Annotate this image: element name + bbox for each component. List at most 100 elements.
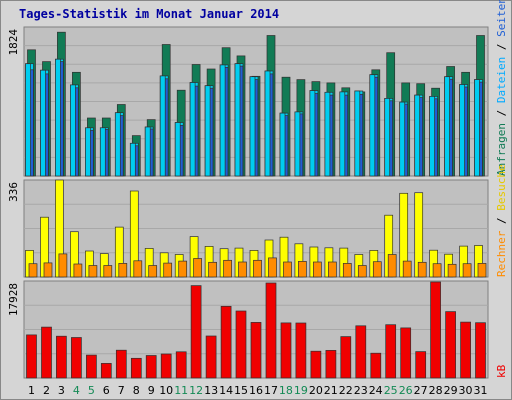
panel-2: 336 Rechner / Besuche	[7, 164, 508, 278]
bar-kb	[71, 337, 82, 379]
bar-rechner	[357, 265, 367, 278]
bar-kb	[175, 351, 187, 379]
x-tick-label: 6	[103, 384, 110, 397]
bar-rechner	[477, 263, 487, 278]
bar-rechner	[193, 258, 202, 278]
bar-kb	[115, 349, 127, 379]
legend-part: /	[495, 211, 508, 231]
x-tick-label: 28	[429, 384, 443, 397]
chart-panels: 1824 Anfragen / Dateien / Seiten 336 Rechne…	[7, 0, 508, 379]
bar-rechner	[58, 253, 68, 278]
bar-kb	[235, 310, 247, 379]
bar-rechner	[208, 261, 217, 278]
x-tick-label: 25	[384, 384, 398, 397]
bar-kb	[340, 336, 352, 379]
y-max-label: 1824	[7, 29, 20, 56]
x-tick-label: 19	[294, 384, 308, 397]
x-tick-label: 16	[249, 384, 263, 397]
bar-rechner	[447, 263, 457, 278]
bar-rechner	[298, 261, 307, 278]
legend-part: Anfragen	[495, 123, 508, 176]
bar-dateien-front	[40, 69, 46, 177]
bar-kb	[310, 350, 322, 379]
panel-1: 1824 Anfragen / Dateien / Seiten	[7, 0, 508, 177]
x-tick-label: 7	[118, 384, 125, 397]
bar-dateien-front	[129, 142, 136, 177]
x-axis-tick-labels: 1 2 3 4 5 6 7 8 9 10 11 12 13 14 15 16 17 18 19 20 21 22 23 24 2…	[28, 384, 488, 397]
legend-part: kB	[495, 364, 508, 378]
x-tick-label: 23	[354, 384, 368, 397]
bar-kb	[430, 281, 441, 379]
bar-dateien-front	[309, 90, 316, 177]
bar-dateien-front	[189, 82, 196, 177]
bar-dateien-front	[324, 91, 331, 177]
bar-kb	[295, 322, 307, 379]
bar-rechner	[342, 263, 352, 278]
bar-dateien-front	[234, 63, 241, 177]
bar-kb	[56, 335, 67, 379]
bar-rechner	[28, 263, 38, 278]
bar-rechner	[163, 262, 173, 278]
bar-dateien-front	[444, 76, 450, 177]
bar-rechner	[178, 260, 188, 278]
bar-kb	[130, 357, 142, 379]
x-tick-label: 27	[414, 384, 428, 397]
bar-kb	[370, 352, 382, 379]
bar-kb	[41, 326, 52, 379]
x-tick-label: 3	[58, 384, 65, 397]
bar-kb	[385, 324, 397, 379]
bar-dateien-front	[204, 85, 211, 177]
bar-kb	[355, 325, 367, 379]
x-tick-label: 12	[189, 384, 203, 397]
bar-rechner	[73, 263, 83, 278]
x-tick-label: 11	[174, 384, 188, 397]
bar-dateien-front	[339, 91, 346, 177]
panel-legend-label: Anfragen / Dateien / Seiten	[495, 0, 508, 176]
bar-kb	[86, 354, 97, 379]
bar-rechner	[283, 261, 292, 278]
bar-dateien-front	[159, 75, 166, 177]
x-tick-label: 8	[133, 384, 140, 397]
chart-title: Tages-Statistik im Monat Januar 2014	[19, 7, 279, 21]
bar-rechner	[148, 265, 158, 278]
bar-rechner	[253, 259, 262, 278]
x-tick-label: 30	[459, 384, 473, 397]
bar-kb	[415, 351, 427, 379]
bar-dateien-front	[429, 96, 435, 177]
bar-rechner	[432, 263, 442, 278]
bar-rechner	[417, 261, 427, 278]
x-tick-label: 9	[148, 384, 155, 397]
bar-dateien-front	[25, 63, 31, 177]
x-tick-label: 5	[88, 384, 95, 397]
x-tick-label: 20	[309, 384, 323, 397]
x-tick-label: 21	[324, 384, 338, 397]
y-max-label: 336	[7, 182, 20, 202]
bar-kb	[205, 335, 217, 379]
bar-dateien-front	[55, 58, 61, 177]
bar-rechner	[133, 260, 143, 278]
bar-rechner	[387, 254, 397, 278]
bar-kb	[325, 350, 337, 379]
bar-rechner	[103, 265, 113, 278]
bar-kb	[445, 311, 456, 379]
bar-kb	[475, 322, 486, 379]
bar-rechner	[118, 263, 128, 278]
legend-part: Besuche	[495, 164, 508, 210]
bar-dateien-front	[85, 127, 91, 177]
y-max-label: 17928	[7, 283, 20, 316]
bar-kb	[250, 322, 262, 379]
x-tick-label: 14	[219, 384, 233, 397]
x-tick-label: 13	[204, 384, 218, 397]
x-tick-label: 24	[369, 384, 383, 397]
bar-rechner	[328, 261, 337, 278]
legend-part: /	[495, 103, 508, 123]
bar-rechner	[238, 261, 247, 278]
panel-3: 17928 kB	[7, 280, 508, 379]
x-tick-label: 17	[264, 384, 278, 397]
bar-dateien-front	[474, 79, 480, 177]
bar-kb	[145, 355, 157, 379]
bar-rechner	[43, 262, 53, 278]
x-tick-label: 1	[28, 384, 35, 397]
bars	[25, 31, 485, 177]
